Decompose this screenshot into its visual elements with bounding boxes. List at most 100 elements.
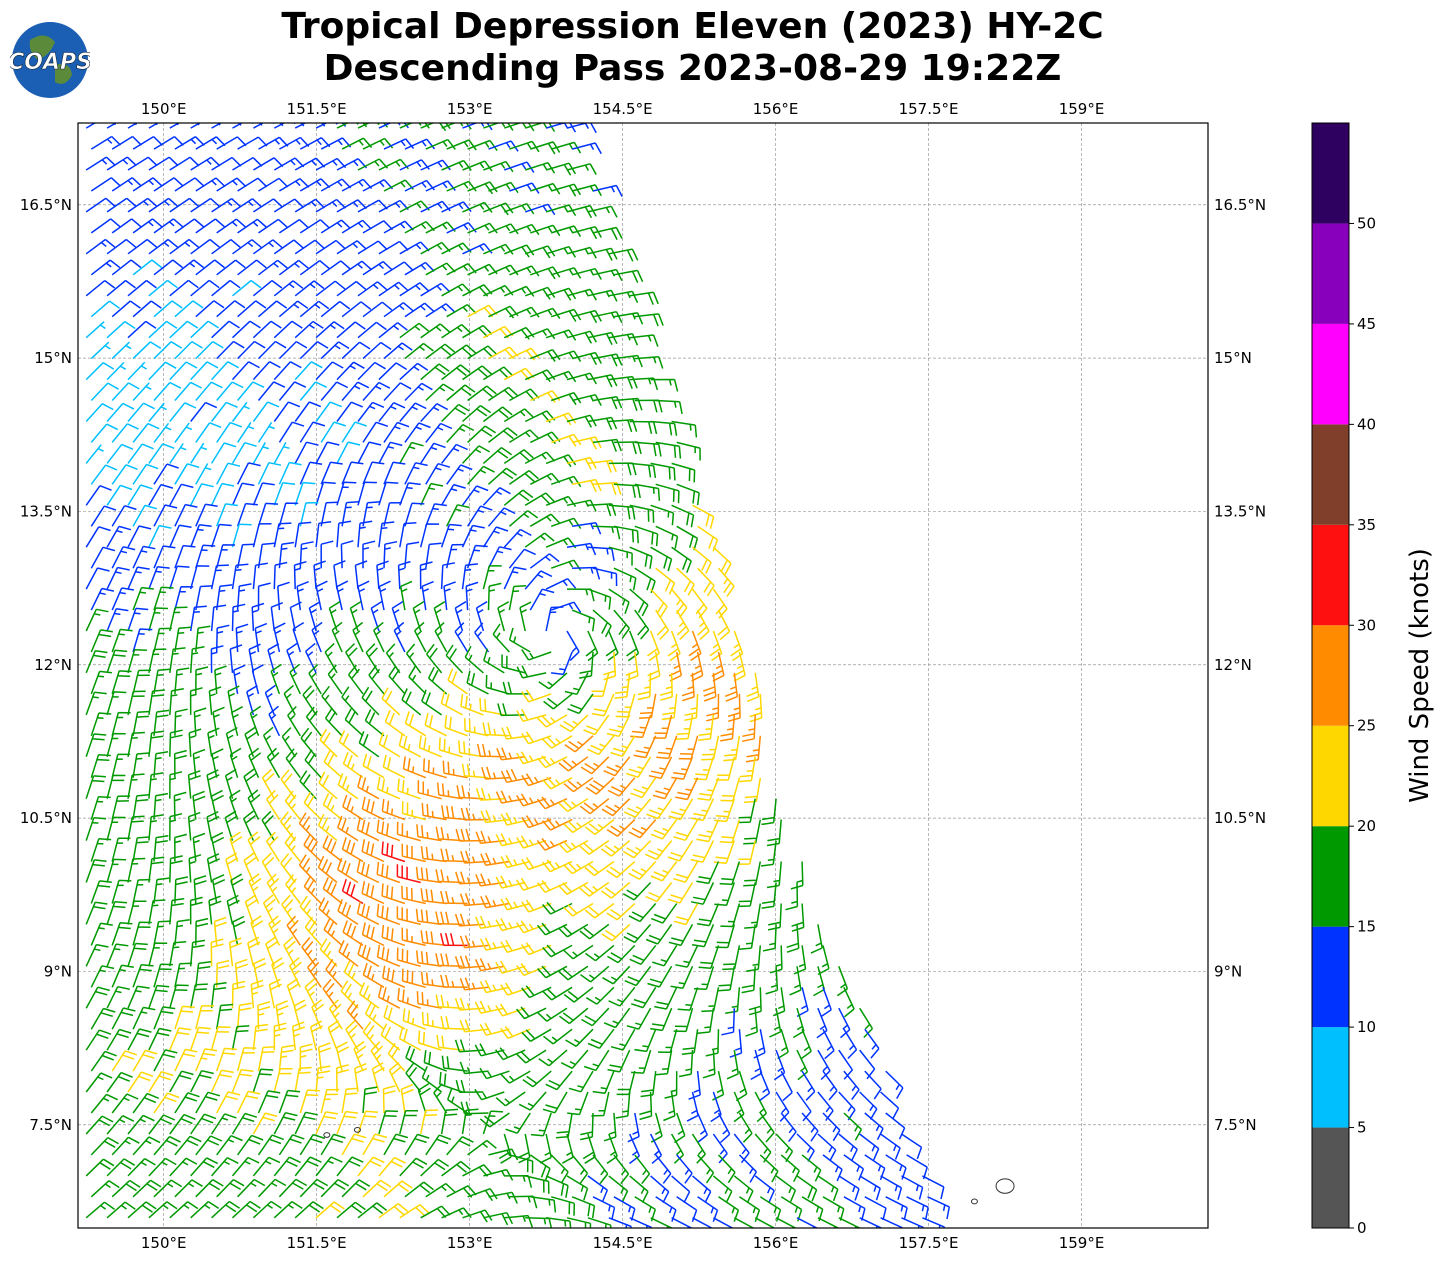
wind-barb (613, 269, 644, 284)
wind-barb (647, 651, 661, 682)
wind-barb (210, 482, 235, 506)
wind-barb (247, 936, 261, 967)
wind-barb (690, 840, 715, 863)
wind-barb (338, 730, 359, 758)
wind-barb (655, 1154, 672, 1184)
wind-barb (536, 837, 568, 851)
wind-barb (733, 1091, 745, 1123)
wind-barb (253, 957, 267, 988)
wind-barb (341, 341, 371, 360)
wind-barb (634, 567, 656, 594)
wind-barb (670, 965, 694, 990)
wind-barb (106, 943, 129, 967)
wind-barb (492, 623, 510, 653)
wind-barb (792, 1007, 805, 1039)
wind-barb (383, 540, 398, 569)
wind-barb (292, 621, 305, 653)
wind-barb (520, 942, 552, 956)
wind-barb (603, 756, 631, 777)
wind-barb (745, 1008, 758, 1037)
wind-barb (315, 198, 347, 213)
wind-barb (404, 541, 420, 569)
wind-barb (90, 135, 122, 150)
wind-barb (320, 341, 350, 360)
wind-barb (231, 706, 244, 736)
wind-barb (715, 924, 736, 949)
wind-barb (487, 467, 518, 485)
wind-barb (634, 1154, 651, 1185)
wind-barb (488, 140, 519, 152)
wind-barb (320, 1133, 346, 1156)
wind-barb (313, 560, 326, 590)
wind-barb (613, 312, 644, 325)
lat-tick-label-left: 7.5°N (29, 1116, 72, 1134)
chart-title: Tropical Depression Eleven (2023) HY-2C … (0, 6, 1385, 90)
wind-barb (602, 965, 631, 985)
wind-barb (820, 987, 832, 1018)
wind-barb (653, 714, 673, 739)
wind-barb (442, 760, 468, 779)
wind-barb (524, 286, 556, 300)
wind-barb (106, 156, 137, 171)
wind-barb (542, 776, 573, 790)
wind-barb (592, 184, 623, 197)
wind-barb (399, 322, 430, 339)
wind-barb (482, 446, 513, 464)
wind-barb (357, 441, 382, 464)
wind-barb (440, 848, 468, 863)
wind-barb (606, 902, 636, 921)
wind-barb (530, 1196, 557, 1213)
wind-barb (376, 944, 401, 967)
wind-barb (697, 1008, 715, 1034)
wind-barb (231, 441, 257, 464)
wind-barb (315, 361, 344, 381)
wind-barb (280, 811, 296, 842)
wind-barb (381, 841, 406, 863)
wind-barb (640, 1071, 657, 1098)
wind-barb (294, 1066, 312, 1093)
wind-barb (467, 465, 495, 485)
wind-barb (539, 1133, 552, 1164)
wind-barb (252, 239, 283, 255)
wind-barb (257, 1046, 276, 1072)
wind-barb (789, 966, 802, 996)
wind-barb (381, 924, 406, 947)
wind-barb (657, 1029, 678, 1054)
wind-barb (655, 1196, 677, 1222)
wind-barb (85, 1158, 115, 1177)
wind-barb (580, 756, 610, 775)
wind-barb (249, 705, 262, 737)
wind-barb (404, 382, 433, 402)
wind-barb (545, 370, 577, 383)
wind-barb (153, 1049, 178, 1072)
wind-barb (388, 1061, 402, 1093)
wind-barb (382, 754, 406, 779)
wind-barb (174, 1048, 198, 1072)
wind-barb (127, 197, 158, 213)
wind-barb (317, 813, 338, 842)
wind-barb (634, 609, 650, 640)
wind-barb (714, 882, 736, 906)
wind-barb (127, 484, 153, 506)
wind-barb (211, 401, 238, 422)
wind-barb (106, 361, 127, 381)
colorbar-segment (1312, 1127, 1349, 1228)
wind-barb (623, 923, 652, 944)
wind-barb (488, 181, 519, 194)
wind-barb (645, 882, 673, 903)
wind-barb (455, 1079, 484, 1093)
wind-barb (299, 541, 314, 569)
wind-barb (169, 729, 183, 757)
wind-barb (454, 955, 484, 969)
wind-barb (655, 567, 676, 595)
wind-barb (592, 609, 612, 638)
wind-barb (106, 566, 130, 590)
wind-barb (587, 205, 618, 218)
wind-barb (571, 1154, 589, 1184)
wind-barb (500, 897, 531, 911)
wind-barb (247, 789, 261, 820)
wind-barb (111, 753, 131, 778)
wind-barb (530, 266, 561, 280)
wind-barb (475, 830, 505, 845)
wind-barb (901, 1217, 925, 1228)
